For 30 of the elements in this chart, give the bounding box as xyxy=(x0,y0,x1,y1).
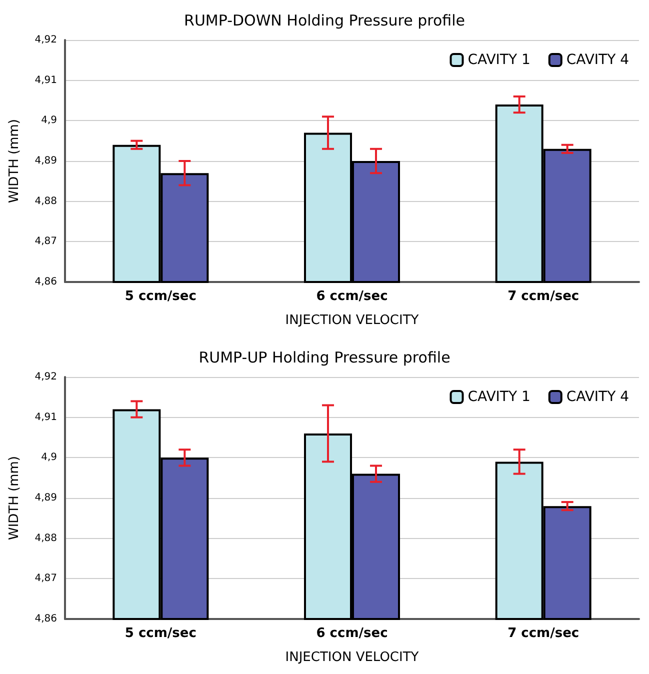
legend-label: CAVITY 1 xyxy=(468,389,530,405)
y-tick-label: 4,87 xyxy=(34,573,57,584)
y-tick-label: 4,91 xyxy=(34,74,57,86)
y-tick-label: 4,92 xyxy=(34,372,57,382)
x-tick-label: 6 ccm/sec xyxy=(316,626,388,641)
chart-title: RUMP-DOWN Holding Pressure profile xyxy=(184,12,465,30)
chart-title: RUMP-UP Holding Pressure profile xyxy=(198,348,450,366)
y-tick-label: 4,9 xyxy=(41,452,57,464)
x-tick-label: 7 ccm/sec xyxy=(508,289,580,304)
y-tick-label: 4,88 xyxy=(34,532,57,544)
y-tick-label: 4,89 xyxy=(34,156,57,166)
y-tick-label: 4,89 xyxy=(34,492,57,504)
x-tick-label: 7 ccm/sec xyxy=(508,626,580,641)
y-axis-title: WIDTH (mm) xyxy=(7,118,22,204)
y-tick-label: 4,88 xyxy=(34,196,57,207)
y-tick-label: 4,87 xyxy=(34,236,57,248)
y-tick-label: 4,92 xyxy=(34,34,57,46)
y-axis-title: WIDTH (mm) xyxy=(7,456,22,540)
y-tick-label: 4,91 xyxy=(34,412,57,423)
legend-label: CAVITY 1 xyxy=(468,52,530,68)
legend-label: CAVITY 4 xyxy=(566,52,630,68)
y-tick-label: 4,86 xyxy=(34,614,57,624)
x-tick-label: 5 ccm/sec xyxy=(124,626,196,641)
y-tick-label: 4,86 xyxy=(34,276,57,288)
x-axis-title: INJECTION VELOCITY xyxy=(285,650,419,665)
legend-label: CAVITY 4 xyxy=(566,389,630,405)
y-tick-label: 4,9 xyxy=(41,115,57,126)
x-tick-label: 5 ccm/sec xyxy=(124,289,196,304)
x-tick-label: 6 ccm/sec xyxy=(316,289,388,304)
x-axis-title: INJECTION VELOCITY xyxy=(285,313,419,328)
